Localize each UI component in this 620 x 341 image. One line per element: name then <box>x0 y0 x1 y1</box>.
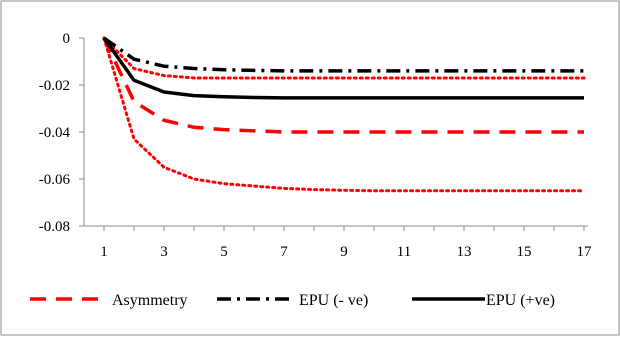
series-line-band-upper <box>102 36 586 80</box>
y-tick-label: -0.02 <box>39 78 70 94</box>
legend-label-asymmetry: Asymmetry <box>112 292 188 309</box>
y-tick-label: -0.08 <box>39 219 70 235</box>
axes: 0-0.02-0.04-0.06-0.081 3 5 7 9 11 13 15 17 <box>39 31 592 260</box>
series-layer <box>102 36 586 193</box>
series-line-band-lower <box>102 36 586 193</box>
y-tick-label: -0.04 <box>39 125 71 141</box>
y-tick-label: -0.06 <box>39 172 71 188</box>
x-tick-label: 9 <box>340 244 348 260</box>
series-line-epu-ve <box>102 36 584 73</box>
x-tick-label: 7 <box>280 244 288 260</box>
legend-label-epu-ve: EPU (- ve) <box>299 292 368 309</box>
legend-label-epu-ve: EPU (+ve) <box>486 292 555 309</box>
series-line-asymmetry <box>102 37 584 134</box>
x-tick-label: 17 <box>577 244 593 260</box>
series-line-epu-ve <box>102 36 584 100</box>
x-tick-label: 11 <box>397 244 411 260</box>
x-tick-label: 13 <box>457 244 472 260</box>
x-tick-label: 15 <box>517 244 532 260</box>
x-tick-label: 3 <box>160 244 168 260</box>
y-tick-label: 0 <box>63 31 71 47</box>
x-tick-label: 5 <box>220 244 228 260</box>
x-tick-label: 1 <box>100 244 108 260</box>
legend: Asymmetry EPU (- ve) EPU (+ve) <box>30 292 555 309</box>
